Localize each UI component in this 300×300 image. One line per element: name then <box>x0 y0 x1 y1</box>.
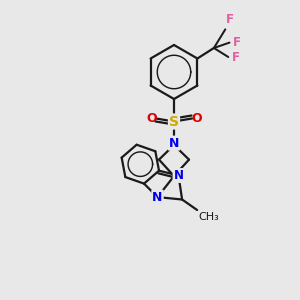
Text: N: N <box>152 190 163 204</box>
Text: N: N <box>173 169 184 182</box>
Text: O: O <box>191 112 202 125</box>
Text: S: S <box>169 115 179 128</box>
Text: F: F <box>233 36 241 49</box>
Text: CH₃: CH₃ <box>199 212 219 221</box>
Text: F: F <box>232 50 240 64</box>
Text: F: F <box>226 13 234 26</box>
Text: O: O <box>146 112 157 125</box>
Text: N: N <box>169 136 179 150</box>
